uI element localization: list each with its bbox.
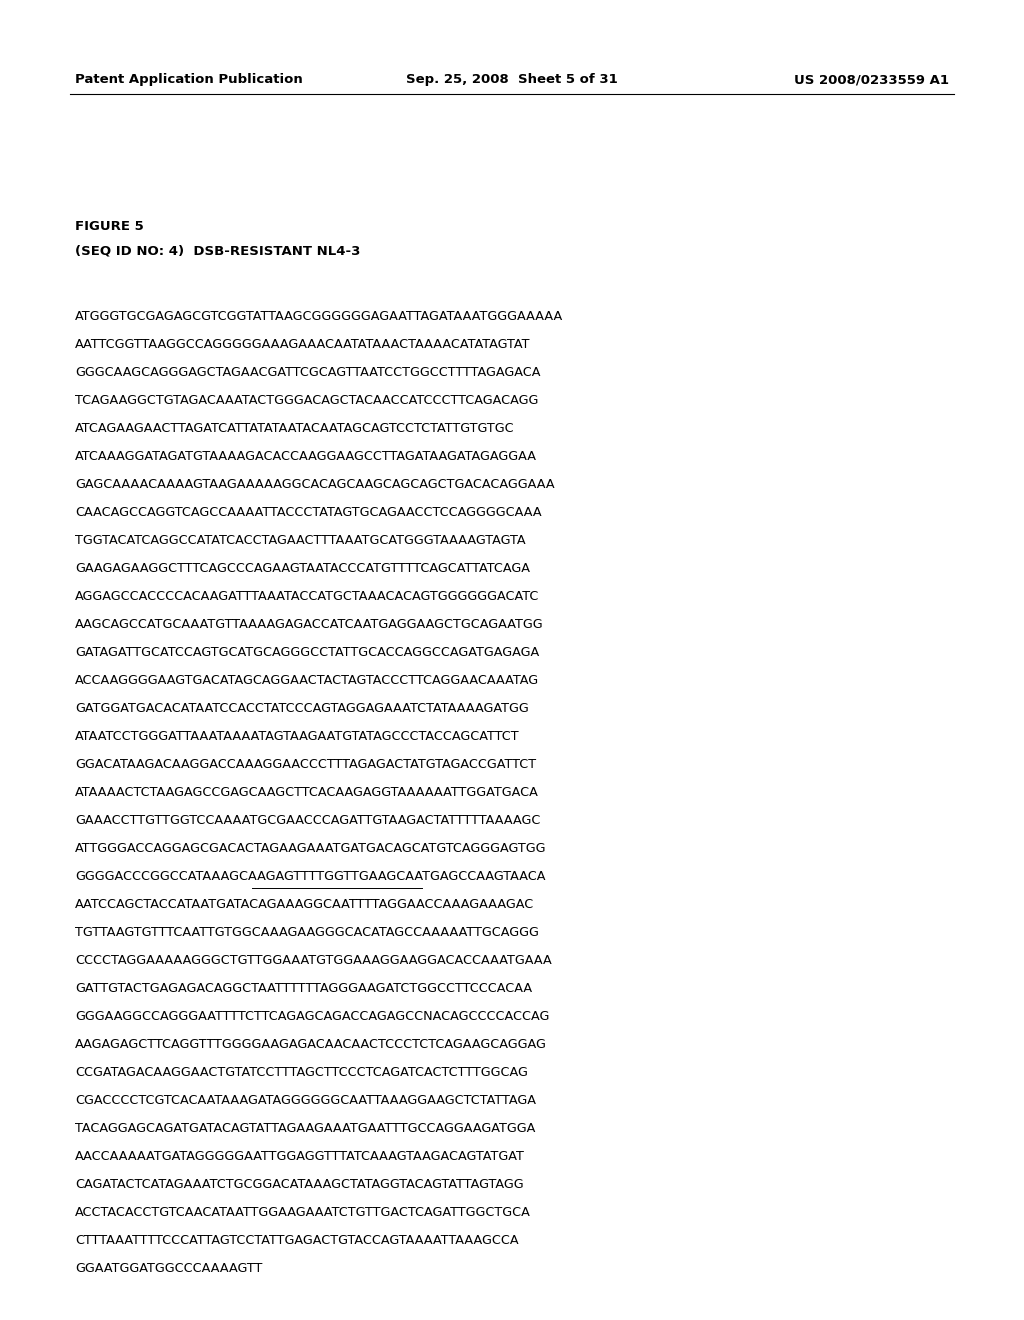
Text: TGTTAAGTGTTTCAATTGTGGCAAAGAAGGGCACATAGCCAAAAATTGCAGGG: TGTTAAGTGTTTCAATTGTGGCAAAGAAGGGCACATAGCC… [75,927,539,939]
Text: US 2008/0233559 A1: US 2008/0233559 A1 [794,74,949,87]
Text: ATCAGAAGAACTTAGATCATTATATAATACAATAGCAGTCCTCTATTGTGTGC: ATCAGAAGAACTTAGATCATTATATAATACAATAGCAGTC… [75,422,515,436]
Text: AAGCAGCCATGCAAATGTTAAAAGAGACCATCAATGAGGAAGCTGCAGAATGG: AAGCAGCCATGCAAATGTTAAAAGAGACCATCAATGAGGA… [75,618,544,631]
Text: GGAATGGATGGCCCAAAAGTT: GGAATGGATGGCCCAAAAGTT [75,1262,262,1275]
Text: GAAACCTTGTTGGTCCAAAATGCGAACCCAGATTGTAAGACTATTTTTAAAAGC: GAAACCTTGTTGGTCCAAAATGCGAACCCAGATTGTAAGA… [75,814,541,828]
Text: GGACATAAGACAAGGACCAAAGGAACCCTTTAGAGACTATGTAGACCGATTCT: GGACATAAGACAAGGACCAAAGGAACCCTTTAGAGACTAT… [75,758,537,771]
Text: TACAGGAGCAGATGATACAGTATTAGAAGAAATGAATTTGCCAGGAAGATGGA: TACAGGAGCAGATGATACAGTATTAGAAGAAATGAATTTG… [75,1122,536,1135]
Text: GGGGACCCGGCCATAAAGCAAGAGTTTTGGTTGAAGCAATGAGCCAAGTAACA: GGGGACCCGGCCATAAAGCAAGAGTTTTGGTTGAAGCAAT… [75,870,546,883]
Text: AGGAGCCACCCCACAAGATTTAAATACCATGCTAAACACAGTGGGGGGACATC: AGGAGCCACCCCACAAGATTTAAATACCATGCTAAACACA… [75,590,540,603]
Text: Sep. 25, 2008  Sheet 5 of 31: Sep. 25, 2008 Sheet 5 of 31 [407,74,617,87]
Text: Patent Application Publication: Patent Application Publication [75,74,303,87]
Text: CAACAGCCAGGTCAGCCAAAATTACCCTATAGTGCAGAACCTCCAGGGGCAAA: CAACAGCCAGGTCAGCCAAAATTACCCTATAGTGCAGAAC… [75,506,542,519]
Text: AACCAAAAATGATAGGGGGAATTGGAGGTTTATCAAAGTAAGACAGTATGAT: AACCAAAAATGATAGGGGGAATTGGAGGTTTATCAAAGTA… [75,1150,525,1163]
Text: GAAGAGAAGGCTTTCAGCCCAGAAGTAATACCCATGTTTTCAGCATTATCAGA: GAAGAGAAGGCTTTCAGCCCAGAAGTAATACCCATGTTTT… [75,562,530,576]
Text: AATCCAGCTACCATAATGATACAGAAAGGCAATTTTAGGAACCAAAGAAAGAC: AATCCAGCTACCATAATGATACAGAAAGGCAATTTTAGGA… [75,898,535,911]
Text: TGGTACATCAGGCCATATCACCTAGAACTTTAAATGCATGGGTAAAAGTAGTA: TGGTACATCAGGCCATATCACCTAGAACTTTAAATGCATG… [75,535,525,546]
Text: CAGATACTCATAGAAATCTGCGGACATAAAGCTATAGGTACAGTATTAGTAGG: CAGATACTCATAGAAATCTGCGGACATAAAGCTATAGGTA… [75,1177,523,1191]
Text: ATAATCCTGGGATTAAATAAAATAGTAAGAATGTATAGCCCTACCAGCATTCT: ATAATCCTGGGATTAAATAAAATAGTAAGAATGTATAGCC… [75,730,519,743]
Text: ATCAAAGGATAGATGTAAAAGACACCAAGGAAGCCTTAGATAAGATAGAGGAA: ATCAAAGGATAGATGTAAAAGACACCAAGGAAGCCTTAGA… [75,450,537,463]
Text: FIGURE 5: FIGURE 5 [75,220,143,234]
Text: CCCCTAGGAAAAAGGGCTGTTGGAAATGTGGAAAGGAAGGACACCAAATGAAA: CCCCTAGGAAAAAGGGCTGTTGGAAATGTGGAAAGGAAGG… [75,954,552,968]
Text: ACCTACACCTGTCAACATAATTGGAAGAAATCTGTTGACTCAGATTGGCTGCA: ACCTACACCTGTCAACATAATTGGAAGAAATCTGTTGACT… [75,1206,530,1218]
Text: GATGGATGACACATAATCCACCTATCCCAGTAGGAGAAATCTATAAAAGATGG: GATGGATGACACATAATCCACCTATCCCAGTAGGAGAAAT… [75,702,528,715]
Text: ACCAAGGGGAAGTGACATAGCAGGAACTACTAGTACCCTTCAGGAACAAATAG: ACCAAGGGGAAGTGACATAGCAGGAACTACTAGTACCCTT… [75,675,539,686]
Text: ATTGGGACCAGGAGCGACACTAGAAGAAATGATGACAGCATGTCAGGGAGTGG: ATTGGGACCAGGAGCGACACTAGAAGAAATGATGACAGCA… [75,842,547,855]
Text: GATTGTACTGAGAGACAGGCTAATTTTTTAGGGAAGATCTGGCCTTCCCACAA: GATTGTACTGAGAGACAGGCTAATTTTTTAGGGAAGATCT… [75,982,532,995]
Text: GATAGATTGCATCCAGTGCATGCAGGGCCTATTGCACCAGGCCAGATGAGAGA: GATAGATTGCATCCAGTGCATGCAGGGCCTATTGCACCAG… [75,645,540,659]
Text: (SEQ ID NO: 4)  DSB-RESISTANT NL4-3: (SEQ ID NO: 4) DSB-RESISTANT NL4-3 [75,246,360,257]
Text: AATTCGGTTAAGGCCAGGGGGAAAGAAACAATATAAACTAAAACATATAGTAT: AATTCGGTTAAGGCCAGGGGGAAAGAAACAATATAAACTA… [75,338,530,351]
Text: GGGAAGGCCAGGGAATTTTCTTCAGAGCAGACCAGAGCCNACAGCCCCACCAG: GGGAAGGCCAGGGAATTTTCTTCAGAGCAGACCAGAGCCN… [75,1010,549,1023]
Text: TCAGAAGGCTGTAGACAAATACTGGGACAGCTACAACCATCCCTTCAGACAGG: TCAGAAGGCTGTAGACAAATACTGGGACAGCTACAACCAT… [75,393,539,407]
Text: CGACCCCTCGTCACAATAAAGATAGGGGGGCAATTAAAGGAAGCTCTATTAGA: CGACCCCTCGTCACAATAAAGATAGGGGGGCAATTAAAGG… [75,1094,536,1107]
Text: GAGCAAAACAAAAGTAAGAAAAAGGCACAGCAAGCAGCAGCTGACACAGGAAA: GAGCAAAACAAAAGTAAGAAAAAGGCACAGCAAGCAGCAG… [75,478,555,491]
Text: ATGGGTGCGAGAGCGTCGGTATTAAGCGGGGGGAGAATTAGATAAATGGGAAAAA: ATGGGTGCGAGAGCGTCGGTATTAAGCGGGGGGAGAATTA… [75,310,563,323]
Text: GGGCAAGCAGGGAGCTAGAACGATTCGCAGTTAATCCTGGCCTTTTAGAGACA: GGGCAAGCAGGGAGCTAGAACGATTCGCAGTTAATCCTGG… [75,366,541,379]
Text: CTTTAAATTTTCCCATTAGTCCTATTGAGACTGTACCAGTAAAATTAAAGCCA: CTTTAAATTTTCCCATTAGTCCTATTGAGACTGTACCAGT… [75,1234,518,1247]
Text: ATAAAACTCTAAGAGCCGAGCAAGCTTCACAAGAGGTAAAAAATTGGATGACA: ATAAAACTCTAAGAGCCGAGCAAGCTTCACAAGAGGTAAA… [75,785,539,799]
Text: AAGAGAGCTTCAGGTTTGGGGAAGAGACAACAACTCCCTCTCAGAAGCAGGAG: AAGAGAGCTTCAGGTTTGGGGAAGAGACAACAACTCCCTC… [75,1038,547,1051]
Text: CCGATAGACAAGGAACTGTATCCTTTAGCTTCCCTCAGATCACTCTTTGGCAG: CCGATAGACAAGGAACTGTATCCTTTAGCTTCCCTCAGAT… [75,1067,528,1078]
